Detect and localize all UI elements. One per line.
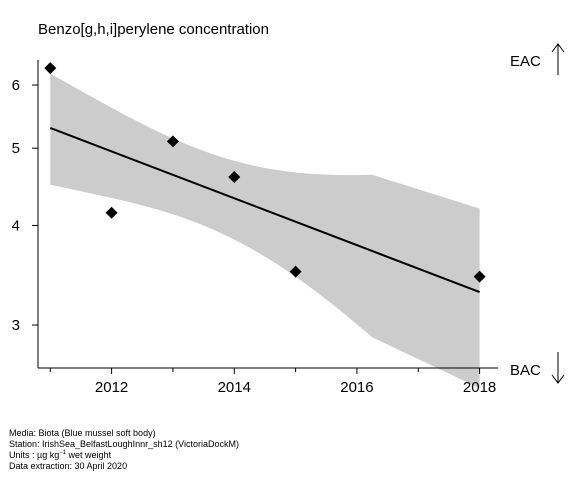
data-point (289, 265, 302, 278)
bac-down-arrow-icon (551, 352, 565, 384)
x-tick-label: 2012 (95, 379, 128, 396)
bac-label: BAC (510, 362, 541, 379)
chart-title: Benzo[g,h,i]perylene concentration (38, 21, 269, 38)
eac-label: EAC (510, 53, 541, 70)
footer-extraction: Data extraction: 30 April 2020 (9, 461, 128, 471)
tick-layer: 2012 2014 2016 2018 3 4 5 6 (12, 77, 497, 396)
data-point (105, 206, 118, 219)
footer-units: Units : µg kg−1 wet weight (9, 450, 239, 461)
eac-up-arrow-icon (551, 43, 565, 75)
x-tick-label: 2014 (218, 379, 251, 396)
footer-units-exp: −1 (59, 450, 67, 456)
footer-units-suffix: wet weight (66, 450, 112, 460)
y-tick-label: 5 (12, 140, 20, 157)
y-tick-label: 3 (12, 317, 20, 334)
data-point (44, 62, 57, 75)
chart-footer: Media: Biota (Blue mussel soft body) Sta… (9, 428, 239, 472)
footer-station: Station: IrishSea_BelfastLoughInnr_sh12 … (9, 439, 239, 449)
confidence-band-layer (49, 73, 480, 389)
thresholds: EAC BAC (510, 43, 565, 384)
x-tick-label: 2016 (340, 379, 373, 396)
data-point (166, 135, 179, 148)
footer-units-prefix: Units : µg kg (9, 450, 60, 460)
x-tick-label: 2018 (463, 379, 496, 396)
data-point (228, 171, 241, 184)
data-points (44, 62, 486, 283)
footer-media: Media: Biota (Blue mussel soft body) (9, 428, 156, 438)
confidence-band (50, 73, 480, 389)
trend-line (49, 127, 480, 293)
data-point (473, 270, 486, 283)
y-tick-label: 4 (12, 217, 20, 234)
axes (37, 60, 498, 369)
y-tick-label: 6 (12, 77, 20, 94)
